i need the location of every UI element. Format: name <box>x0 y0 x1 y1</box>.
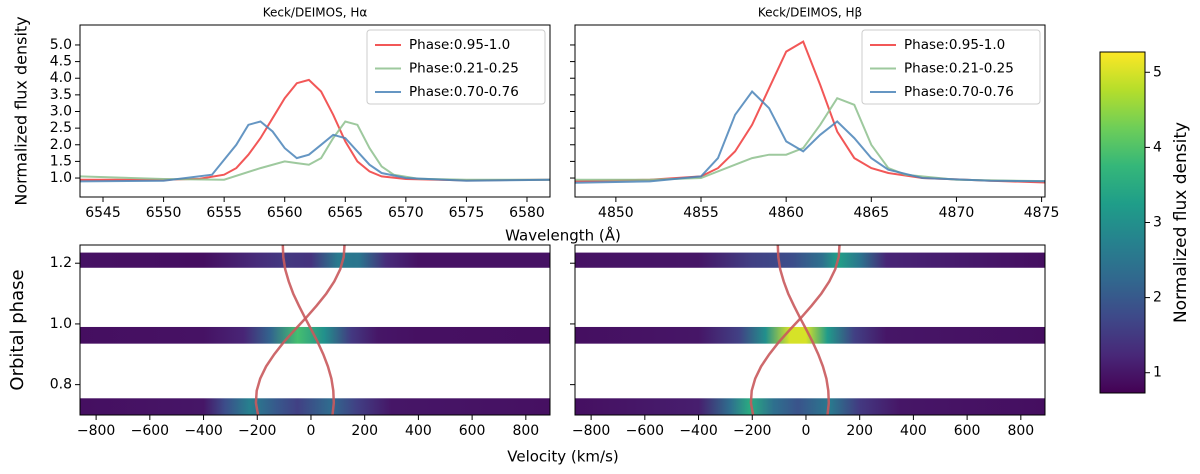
colorbar-tick-label: 5 <box>1153 64 1162 80</box>
x-tick-label: 200 <box>351 423 378 439</box>
legend-label: Phase:0.95-1.0 <box>409 37 510 53</box>
x-tick-label: 6565 <box>327 205 363 221</box>
colorbar-tick-label: 4 <box>1153 139 1162 155</box>
plot-area <box>575 245 1045 415</box>
legend-box <box>861 29 1041 105</box>
x-tick-label: 200 <box>846 423 873 439</box>
y-tick-label: 2.0 <box>50 137 72 153</box>
phase-strip <box>80 252 550 268</box>
x-tick-label: −600 <box>131 423 169 439</box>
x-tick-label: −200 <box>238 423 276 439</box>
y-tick-label: 5.0 <box>50 37 72 53</box>
x-axis-label: Velocity (km/s) <box>507 448 618 466</box>
spectrum-line <box>80 120 550 181</box>
y-axis-label: Orbital phase <box>7 269 28 390</box>
plot-area <box>80 78 550 183</box>
x-tick-label: 4855 <box>683 205 719 221</box>
plot-area <box>575 40 1045 184</box>
colorbar <box>1099 51 1146 394</box>
x-tick-label: 400 <box>405 423 432 439</box>
x-tick-label: −600 <box>626 423 664 439</box>
x-tick-label: 4865 <box>853 205 889 221</box>
x-tick-label: 6580 <box>509 205 545 221</box>
y-tick-label: 1.2 <box>50 255 72 271</box>
legend-label: Phase:0.70-0.76 <box>409 84 519 100</box>
y-tick-label: 2.5 <box>50 120 72 136</box>
x-tick-label: 6575 <box>449 205 485 221</box>
rv-curve <box>776 245 831 415</box>
y-tick-label: 1.0 <box>50 316 72 332</box>
y-axis-label: Normalized flux density <box>12 16 31 205</box>
rv-curve <box>749 245 841 415</box>
x-tick-label: 6560 <box>267 205 303 221</box>
colorbar-label: Normalized flux density <box>1171 122 1191 323</box>
x-tick-label: 600 <box>954 423 981 439</box>
y-tick-label: 4.0 <box>50 70 72 86</box>
spectrum-line <box>80 78 550 182</box>
axes-frame <box>574 244 1046 416</box>
x-tick-label: 4875 <box>1024 205 1060 221</box>
x-tick-label: −400 <box>184 423 222 439</box>
x-tick-label: 800 <box>512 423 539 439</box>
x-tick-label: 6555 <box>206 205 242 221</box>
y-tick-label: 3.0 <box>50 103 72 119</box>
legend-label: Phase:0.21-0.25 <box>904 61 1014 77</box>
x-tick-label: 4860 <box>768 205 804 221</box>
axes-frame <box>79 244 551 416</box>
x-tick-label: 600 <box>459 423 486 439</box>
x-tick-label: 0 <box>307 423 316 439</box>
x-tick-label: −800 <box>77 423 115 439</box>
x-tick-label: 400 <box>900 423 927 439</box>
phase-strip <box>575 252 1045 268</box>
spectrum-line <box>575 96 1045 183</box>
x-tick-label: −400 <box>679 423 717 439</box>
x-tick-label: 6545 <box>85 205 121 221</box>
x-tick-label: 6570 <box>388 205 424 221</box>
legend-label: Phase:0.95-1.0 <box>904 37 1005 53</box>
panel-title: Keck/DEIMOS, Hα <box>263 6 368 20</box>
x-tick-label: 0 <box>802 423 811 439</box>
x-tick-label: −800 <box>572 423 610 439</box>
x-tick-label: 6550 <box>146 205 182 221</box>
plot-area <box>80 245 550 415</box>
spectrum-line <box>575 40 1045 184</box>
x-tick-label: 4850 <box>598 205 634 221</box>
x-tick-label: 4870 <box>939 205 975 221</box>
y-tick-label: 4.5 <box>50 54 72 70</box>
x-tick-label: 800 <box>1007 423 1034 439</box>
rv-curve <box>281 245 336 415</box>
y-tick-label: 1.5 <box>50 153 72 169</box>
spectrum-line <box>80 120 550 183</box>
y-tick-label: 0.8 <box>50 377 72 393</box>
colorbar-tick-label: 3 <box>1153 215 1162 231</box>
panel-title: Keck/DEIMOS, Hβ <box>758 6 862 20</box>
spectrum-line <box>575 89 1045 184</box>
y-tick-label: 3.5 <box>50 87 72 103</box>
colorbar-tick-label: 2 <box>1153 290 1162 306</box>
colorbar-tick-label: 1 <box>1153 365 1162 381</box>
phase-strip <box>80 398 550 415</box>
legend-label: Phase:0.21-0.25 <box>409 61 519 77</box>
y-tick-label: 1.0 <box>50 170 72 186</box>
x-axis-label: Wavelength (Å) <box>505 226 621 245</box>
rv-curve <box>254 245 346 415</box>
legend-label: Phase:0.70-0.76 <box>904 84 1014 100</box>
legend-box <box>366 29 546 105</box>
phase-strip <box>575 398 1045 415</box>
x-tick-label: −200 <box>733 423 771 439</box>
